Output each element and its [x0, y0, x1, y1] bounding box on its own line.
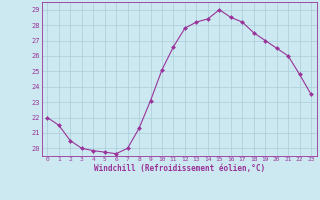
X-axis label: Windchill (Refroidissement éolien,°C): Windchill (Refroidissement éolien,°C): [94, 164, 265, 173]
